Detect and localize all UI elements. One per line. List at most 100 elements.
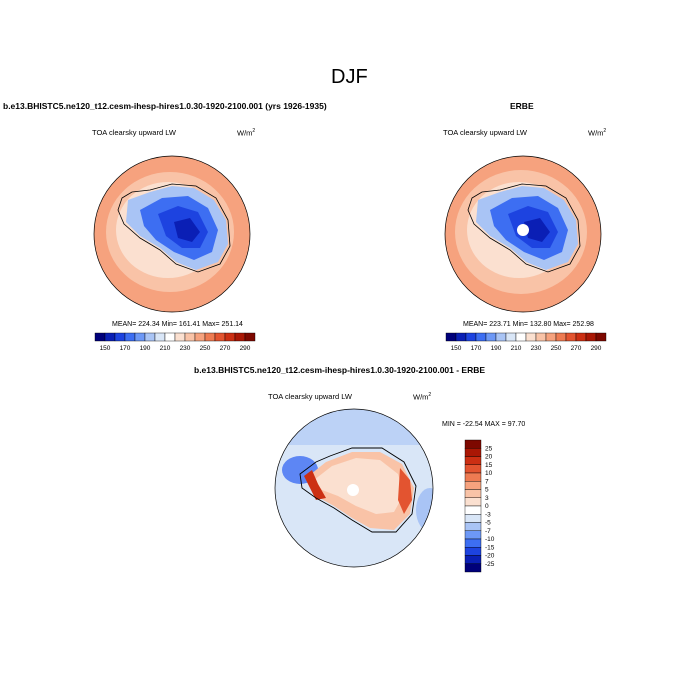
- panel1-colorbar-tick-label: 170: [120, 345, 131, 352]
- panel2-colorbar-box: [555, 332, 567, 342]
- panel1-colorbar-tick-label: 190: [140, 345, 151, 352]
- panel3-colorbar-tick-label: 10: [485, 470, 493, 477]
- panel2-colorbar-tick-label: 230: [531, 345, 542, 352]
- panel2-colorbar-tick-label: 190: [491, 345, 502, 352]
- panel2-map: [445, 156, 601, 312]
- panel1-map: [94, 156, 250, 312]
- panel2-colorbar-box: [455, 332, 467, 342]
- panel3-colorbar-box: [464, 522, 482, 531]
- panel2-colorbar-box: [525, 332, 537, 342]
- panel3-colorbar-box: [464, 489, 482, 498]
- panel1-colorbar-box: [94, 332, 106, 342]
- panel1-colorbar-box: [104, 332, 116, 342]
- panel3-colorbar-box: [464, 563, 482, 573]
- panel1-globe-border: [93, 155, 251, 313]
- panel1-colorbar-box: [214, 332, 226, 342]
- panel3-colorbar-tick-label: 25: [485, 445, 493, 452]
- panel3-colorbar-tick-label: 0: [485, 503, 489, 510]
- panel3-colorbar-box: [464, 497, 482, 507]
- panel3-colorbar-tick-label: -25: [485, 561, 495, 568]
- panel1-colorbar-box: [134, 332, 146, 342]
- panel2-colorbar-tick-label: 250: [551, 345, 562, 352]
- panel2-colorbar-box: [485, 332, 497, 342]
- panel1-colorbar-tick-label: 270: [220, 345, 231, 352]
- panel3-colorbar-box: [464, 464, 482, 474]
- panel2-stats: MEAN= 223.71 Min= 132.80 Max= 252.98: [463, 321, 594, 328]
- panel2-colorbar-box: [535, 332, 547, 342]
- panel2-colorbar-box: [545, 332, 557, 342]
- panel1-colorbar-tick-label: 230: [180, 345, 191, 352]
- panel2-colorbar: 150 170 190 210 230 250 270 290: [445, 332, 607, 352]
- panel2-colorbar-box: [585, 332, 597, 342]
- panel3-colorbar-tick-label: -10: [485, 536, 495, 543]
- panel1-stats: MEAN= 224.34 Min= 161.41 Max= 251.14: [112, 321, 243, 328]
- panel3-colorbar-tick-label: -7: [485, 528, 491, 535]
- panel1-colorbar-tick-label: 290: [240, 345, 251, 352]
- panel1-colorbar-box: [164, 332, 176, 342]
- panel2-units: W/m2: [588, 128, 607, 138]
- panel1-coastline: [117, 183, 231, 273]
- panel3-units: W/m2: [413, 392, 432, 402]
- panel3-globe-border: [274, 408, 434, 568]
- panel3-colorbar-box: [464, 530, 482, 540]
- panel3-colorbar-box: [464, 538, 482, 548]
- panel3-colorbar-tick-label: 5: [485, 487, 489, 494]
- panel3-colorbar-tick-label: -3: [485, 511, 491, 518]
- panel3-colorbar-box: [464, 547, 482, 556]
- panel3-colorbar-tick-label: 15: [485, 462, 493, 469]
- panel3-map: [275, 409, 433, 567]
- panel1-colorbar-box: [114, 332, 126, 342]
- panel3-colorbar-box: [464, 456, 482, 465]
- panel2-globe-border: [444, 155, 602, 313]
- panel3-colorbar-box: [464, 555, 482, 564]
- panel3-stats: MIN = -22.54 MAX = 97.70: [442, 421, 526, 428]
- panel3-colorbar-tick-label: -15: [485, 544, 495, 551]
- panel2-colorbar-box: [515, 332, 527, 342]
- panel3-colorbar-box: [464, 505, 482, 515]
- panel2-title: TOA clearsky upward LW: [443, 128, 527, 137]
- panel2-colorbar-box: [475, 332, 487, 342]
- panel1-title: TOA clearsky upward LW: [92, 128, 176, 137]
- panel2-coastline: [467, 183, 581, 273]
- page-title: DJF: [331, 66, 368, 88]
- right-panel-header: ERBE: [510, 101, 534, 111]
- panel1-colorbar-tick-label: 150: [100, 345, 111, 352]
- panel2-colorbar-tick-label: 170: [471, 345, 482, 352]
- panel1-colorbar-box: [184, 332, 196, 342]
- panel2-colorbar-tick-label: 270: [571, 345, 582, 352]
- panel3-colorbar-box: [464, 439, 482, 449]
- left-panel-header: b.e13.BHISTC5.ne120_t12.cesm-ihesp-hires…: [3, 101, 327, 111]
- panel2-colorbar-box: [445, 332, 457, 342]
- panel1-colorbar-box: [204, 332, 216, 342]
- panel3-colorbar-tick-label: -5: [485, 520, 491, 527]
- panel2-colorbar-box: [575, 332, 587, 342]
- panel1-colorbar-box: [174, 332, 186, 342]
- panel2-colorbar-tick-label: 290: [591, 345, 602, 352]
- panel1-colorbar-box: [144, 332, 156, 342]
- panel3-colorbar-box: [464, 448, 482, 457]
- bottom-panel-header: b.e13.BHISTC5.ne120_t12.cesm-ihesp-hires…: [194, 365, 486, 375]
- panel2-colorbar-box: [595, 332, 607, 342]
- panel3-coastline: [299, 447, 417, 533]
- panel2-colorbar-box: [565, 332, 577, 342]
- panel2-colorbar-box: [465, 332, 477, 342]
- panel1-colorbar-box: [154, 332, 166, 342]
- panel3-colorbar-tick-label: 3: [485, 495, 489, 502]
- panel1-colorbar-box: [224, 332, 236, 342]
- panel1-colorbar: 150 170 190 210 230 250 270 290: [94, 332, 256, 352]
- panel2-colorbar-box: [495, 332, 507, 342]
- panel1-colorbar-box: [234, 332, 246, 342]
- panel1-colorbar-tick-label: 250: [200, 345, 211, 352]
- panel2-colorbar-tick-label: 210: [511, 345, 522, 352]
- panel1-colorbar-box: [244, 332, 256, 342]
- panel3-colorbar-box: [464, 481, 482, 490]
- panel3-colorbar-tick-label: -20: [485, 553, 495, 560]
- panel3-colorbar-box: [464, 472, 482, 482]
- panel1-colorbar-box: [194, 332, 206, 342]
- panel3-colorbar-tick-label: 20: [485, 454, 493, 461]
- panel1-units: W/m2: [237, 128, 256, 138]
- panel2-colorbar-tick-label: 150: [451, 345, 462, 352]
- panel3-colorbar-tick-label: 7: [485, 478, 489, 485]
